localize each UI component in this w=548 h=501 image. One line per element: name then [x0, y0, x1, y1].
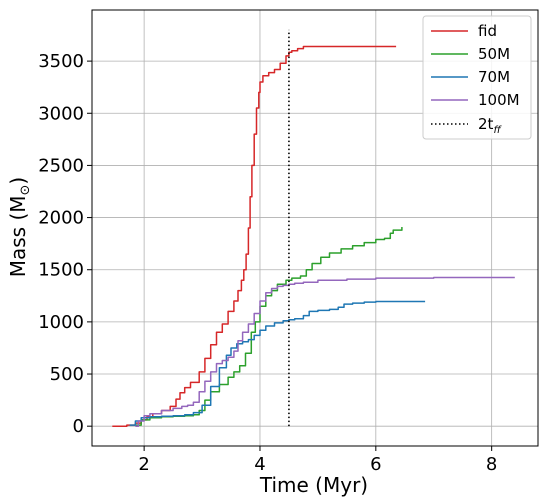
x-tick-label: 6 — [370, 454, 381, 475]
y-tick-label: 500 — [50, 364, 84, 385]
series-line-fid — [112, 47, 396, 427]
y-tick-label: 3500 — [38, 51, 84, 72]
legend-label-50m: 50M — [478, 45, 510, 63]
x-tick-label: 2 — [138, 454, 149, 475]
series-line-100m — [135, 278, 514, 427]
y-axis-title: Mass (M⊙) — [6, 177, 33, 278]
legend-label-100m: 100M — [478, 91, 520, 109]
legend-label-2tff-main: 2t — [478, 115, 494, 133]
y-tick-label: 2000 — [38, 208, 84, 229]
y-axis-title-subscript: ⊙ — [18, 185, 33, 196]
x-axis-title: Time (Myr) — [259, 473, 368, 497]
y-tick-label: 0 — [73, 416, 84, 437]
y-tick-label: 2500 — [38, 155, 84, 176]
legend-label-fid: fid — [478, 22, 497, 40]
y-axis-title-end: ) — [6, 177, 30, 185]
y-tick-label: 3000 — [38, 103, 84, 124]
x-tick-label: 4 — [254, 454, 265, 475]
legend: fid 50M 70M 100M 2tff — [423, 16, 531, 139]
y-axis-title-main: Mass (M — [6, 195, 30, 277]
legend-label-70m: 70M — [478, 68, 510, 86]
y-tick-label: 1500 — [38, 260, 84, 281]
y-tick-label: 1000 — [38, 312, 84, 333]
x-tick-label: 8 — [486, 454, 497, 475]
